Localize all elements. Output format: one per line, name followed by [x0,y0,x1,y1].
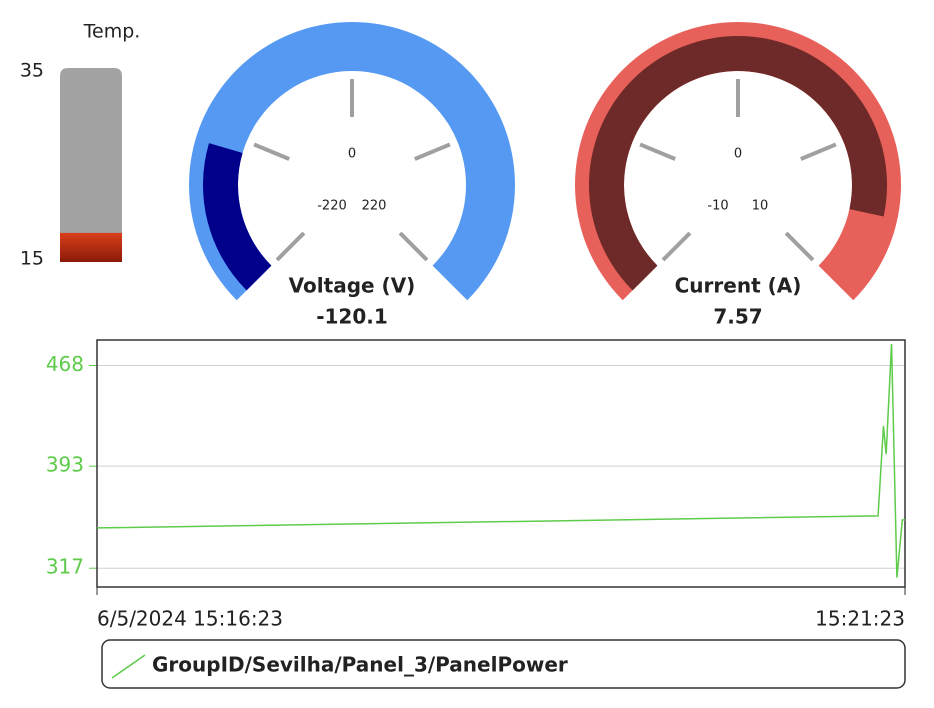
gauge-value-label: 7.57 [713,305,762,329]
x-tick-label: 15:21:23 [815,607,905,631]
gauge-tick [784,231,815,262]
gauge-tick-label: -220 [317,199,347,214]
gauge-title: Voltage (V) [289,274,416,298]
y-tick-label: 468 [46,352,84,376]
gauge-tick-label: 0 [734,147,742,162]
legend-swatch [111,654,146,679]
legend-box [101,639,906,689]
plot-frame [96,339,906,588]
legend-label: GroupID/Sevilha/Panel_3/PanelPower [152,653,568,677]
thermometer-track [60,68,122,262]
thermometer-fill [60,232,122,262]
gauge-tick [800,142,837,161]
data-line [96,343,905,578]
thermometer-title: Temp. [83,21,141,43]
gauge-title: Current (A) [675,274,802,298]
gauge-tick [275,231,306,262]
gauge-value [203,143,272,291]
gauge-tick [414,142,451,161]
y-tick-label: 35 [20,60,44,82]
gauge-tick-label: 10 [752,199,769,214]
gauge-tick-label: 220 [362,199,387,214]
gauge-tick [661,231,692,262]
gauge-tick-label: -10 [707,199,728,214]
gauge-tick [639,142,676,161]
gauge-tick-label: 0 [348,147,356,162]
x-tick-label: 6/5/2024 15:16:23 [97,607,283,631]
y-tick-label: 15 [20,248,44,270]
gauge-tick [398,231,429,262]
gauge-value [589,35,887,291]
gauge-track [189,21,516,301]
gauge-tick [253,142,290,161]
gauge-value-label: -120.1 [316,305,388,329]
y-tick-label: 393 [46,453,84,477]
y-tick-label: 317 [46,555,84,579]
